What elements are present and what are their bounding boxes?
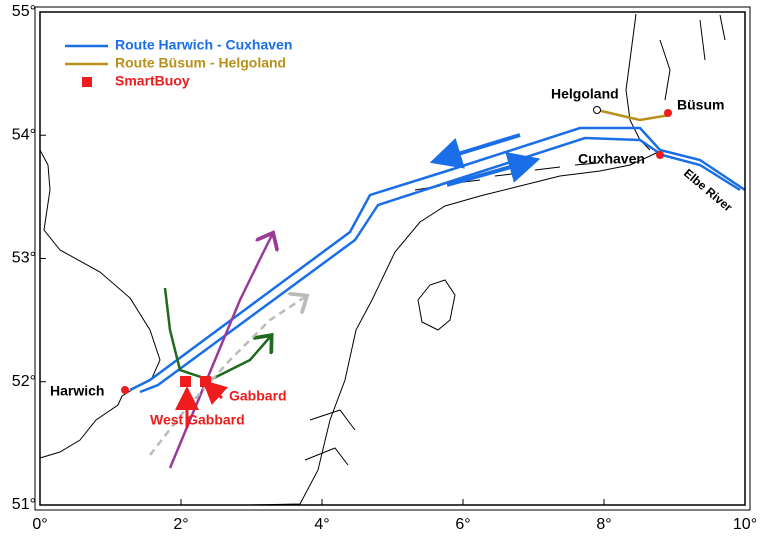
legend-label: Route Harwich - Cuxhaven — [115, 37, 292, 53]
legend-marker — [82, 77, 92, 87]
x-tick-label: 10° — [733, 516, 757, 533]
sites — [121, 106, 672, 394]
x-tick-label: 4° — [314, 516, 329, 533]
y-tick-label: 52° — [12, 373, 36, 390]
y-tick-label: 53° — [12, 250, 36, 267]
annotation: Gabbard — [229, 388, 287, 404]
legend-label: SmartBuoy — [115, 73, 190, 89]
y-tick-label: 54° — [12, 126, 36, 143]
annotation: Cuxhaven — [578, 151, 645, 167]
x-tick-label: 6° — [455, 516, 470, 533]
annotation: Elbe River — [681, 166, 735, 215]
annotation: Harwich — [50, 383, 104, 399]
annotation: Büsum — [677, 97, 724, 113]
y-tick-label: 55° — [12, 3, 36, 20]
legend-label: Route Büsum - Helgoland — [115, 55, 286, 71]
y-tick-label: 51° — [12, 496, 36, 513]
x-tick-label: 2° — [173, 516, 188, 533]
x-tick-label: 8° — [596, 516, 611, 533]
annotation: Helgoland — [551, 86, 619, 102]
x-tick-label: 0° — [32, 516, 47, 533]
routes — [129, 108, 746, 469]
annotation: West Gabbard — [150, 412, 245, 428]
